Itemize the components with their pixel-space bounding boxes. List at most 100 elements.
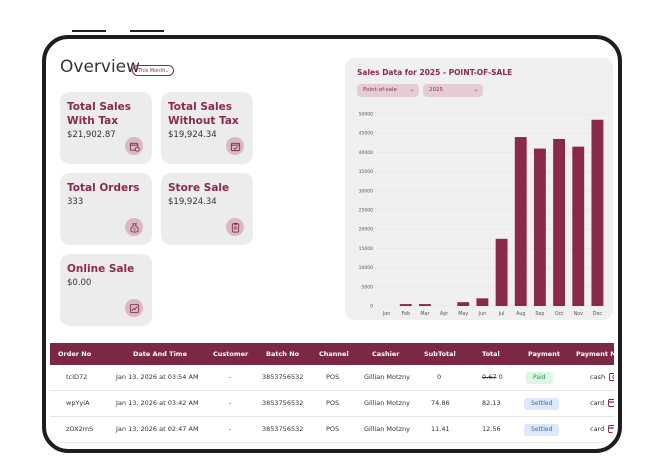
y-tick-label: 45000 (359, 131, 373, 137)
cell-customer: - (229, 425, 232, 433)
card-total-sales-with-tax[interactable]: Total Sales With Tax $21,902.87 (60, 92, 152, 164)
header-payment[interactable]: Payment (528, 350, 560, 358)
bar-aug[interactable] (514, 137, 527, 306)
orders-table: Order No Date And Time Customer Batch No… (50, 343, 614, 443)
header-payment-method[interactable]: Payment Metho (576, 350, 614, 358)
cell-batch-no: 3853756532 (262, 373, 304, 381)
status-indicator-right (130, 30, 164, 32)
cell-subtotal: 0 (437, 373, 442, 381)
card-title-line2: Without Tax (168, 115, 239, 127)
table-header: Order No Date And Time Customer Batch No… (50, 343, 614, 365)
y-tick-label: 35000 (359, 169, 373, 175)
cell-cashier: Gillian Motzny (364, 399, 410, 407)
svg-text:$: $ (133, 226, 136, 232)
y-tick-label: 0 (370, 304, 373, 310)
x-tick-label: Jan (382, 311, 390, 317)
header-customer[interactable]: Customer (213, 350, 249, 358)
payment-method-label: card (590, 425, 605, 433)
year-select[interactable]: 2025 ⌄ (423, 84, 483, 97)
x-tick-label: May (458, 311, 468, 317)
card-title: Total Sales (67, 101, 131, 113)
x-tick-label: Jul (498, 311, 505, 317)
card-title: Total Sales (168, 101, 232, 113)
card-total-orders[interactable]: Total Orders 333 $ (60, 173, 152, 245)
x-tick-label: Sep (535, 311, 544, 317)
cell-batch-no: 3853756532 (262, 425, 304, 433)
sales-bar-chart: 0 5000 10000 15000 20000 25000 30000 35000 40000… (359, 112, 607, 317)
tablet-frame: Overview This Month ⌄ Total Sales With T… (42, 35, 622, 453)
x-tick-label: Jun (478, 311, 487, 317)
cell-total: 82.13 (482, 399, 501, 407)
cell-payment-method: cash (590, 365, 614, 390)
bar-jul[interactable] (495, 238, 508, 306)
bar-may[interactable] (457, 302, 470, 306)
card-online-sale[interactable]: Online Sale $0.00 (60, 254, 152, 326)
cell-batch-no: 3853756532 (262, 399, 304, 407)
bar-nov[interactable] (572, 146, 585, 306)
x-tick-label: Dec (593, 311, 603, 317)
cell-customer: - (229, 373, 232, 381)
cell-payment: Settled (524, 391, 560, 416)
money-bag-icon: $ (125, 218, 143, 236)
x-tick-label: Feb (402, 311, 411, 317)
header-subtotal[interactable]: SubTotal (424, 350, 456, 358)
header-channel[interactable]: Channel (319, 350, 349, 358)
status-badge-settled: Settled (524, 398, 560, 410)
channel-select-value: Point-of-sale (363, 87, 397, 93)
payment-method-label: card (590, 399, 605, 407)
bar-feb[interactable] (399, 304, 412, 306)
y-tick-label: 20000 (359, 227, 373, 233)
x-tick-label: Nov (574, 311, 584, 317)
status-indicator-left (72, 30, 106, 32)
header-order-no[interactable]: Order No (58, 350, 92, 358)
table-row[interactable]: zOX2mS Jan 13, 2026 at 02:47 AM - 385375… (50, 417, 614, 443)
chart-trend-icon (125, 299, 143, 317)
card-value: 333 (67, 197, 84, 207)
cell-channel: POS (326, 373, 340, 381)
header-date-time[interactable]: Date And Time (133, 350, 187, 358)
card-icon (608, 399, 614, 407)
x-tick-label: Aug (516, 311, 525, 317)
cell-total: 0.67 0 (482, 365, 503, 390)
card-title: Online Sale (67, 263, 135, 275)
bar-oct[interactable] (553, 138, 566, 306)
channel-select[interactable]: Point-of-sale ⌄ (357, 84, 419, 97)
chevron-down-icon: ⌄ (409, 87, 414, 93)
total-struck-value: 0.67 (482, 373, 497, 381)
table-row[interactable]: wpYyiA Jan 13, 2026 at 03:42 AM - 385375… (50, 391, 614, 417)
cell-subtotal: 11.41 (431, 425, 450, 433)
y-tick-label: 25000 (359, 208, 373, 214)
calendar-clock-icon (125, 137, 143, 155)
y-tick-label: 10000 (359, 265, 373, 271)
card-total-sales-without-tax[interactable]: Total Sales Without Tax $19,924.34 (161, 92, 253, 164)
header-cashier[interactable]: Cashier (372, 350, 400, 358)
calendar-check-icon (226, 137, 244, 155)
bar-sep[interactable] (533, 148, 546, 306)
card-icon (608, 425, 614, 433)
cell-channel: POS (326, 425, 340, 433)
cell-date: Jan 13, 2026 at 03:42 AM (116, 399, 199, 407)
table-row[interactable]: tcID72 Jan 13, 2026 at 03:54 AM - 385375… (50, 365, 614, 391)
status-badge-paid: Paid (526, 372, 553, 384)
period-select[interactable]: This Month ⌄ (132, 65, 174, 76)
card-store-sale[interactable]: Store Sale $19,924.34 (161, 173, 253, 245)
cell-payment: Paid (526, 365, 553, 390)
bar-mar[interactable] (418, 304, 431, 306)
cell-payment-method: card (590, 417, 614, 442)
cell-date: Jan 13, 2026 at 02:47 AM (116, 425, 199, 433)
card-value: $19,924.34 (168, 197, 217, 207)
header-batch-no[interactable]: Batch No (266, 350, 300, 358)
cell-channel: POS (326, 399, 340, 407)
period-select-value: This Month (138, 68, 166, 74)
y-tick-label: 15000 (359, 246, 373, 252)
status-badge-settled: Settled (524, 424, 560, 436)
payment-method-label: cash (590, 373, 606, 381)
card-title: Total Orders (67, 182, 140, 194)
cell-order-no: wpYyiA (66, 399, 90, 407)
x-tick-label: Apr (440, 311, 448, 317)
cell-customer: - (229, 399, 232, 407)
bar-jun[interactable] (476, 298, 489, 306)
bar-dec[interactable] (591, 119, 604, 306)
y-tick-label: 40000 (359, 150, 373, 156)
header-total[interactable]: Total (482, 350, 500, 358)
